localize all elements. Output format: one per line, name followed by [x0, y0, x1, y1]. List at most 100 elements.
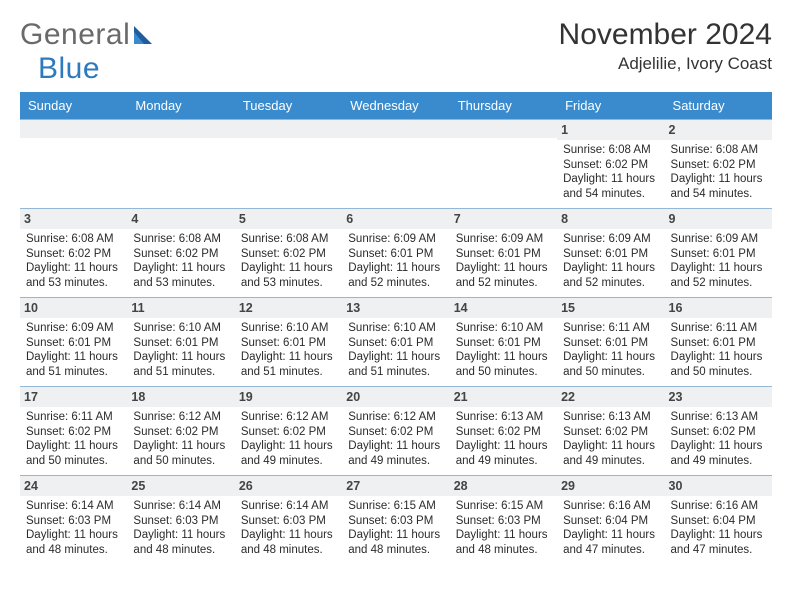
calendar-cell-empty: [235, 120, 342, 209]
location-label: Adjelilie, Ivory Coast: [559, 54, 772, 74]
day-number: 30: [665, 476, 772, 496]
empty-day-band: [127, 120, 234, 138]
day-info: Sunrise: 6:10 AMSunset: 6:01 PMDaylight:…: [241, 321, 336, 380]
calendar-cell: 16 Sunrise: 6:11 AMSunset: 6:01 PMDayligh…: [665, 298, 772, 387]
calendar-table: SundayMondayTuesdayWednesdayThursdayFrid…: [20, 92, 772, 564]
day-info: Sunrise: 6:13 AMSunset: 6:02 PMDaylight:…: [563, 410, 658, 469]
day-number: 15: [557, 298, 664, 318]
day-info: Sunrise: 6:09 AMSunset: 6:01 PMDaylight:…: [563, 232, 658, 291]
calendar-cell: 7 Sunrise: 6:09 AMSunset: 6:01 PMDaylight…: [450, 209, 557, 298]
calendar-cell: 20 Sunrise: 6:12 AMSunset: 6:02 PMDayligh…: [342, 387, 449, 476]
day-info: Sunrise: 6:08 AMSunset: 6:02 PMDaylight:…: [671, 143, 766, 202]
day-number: 23: [665, 387, 772, 407]
day-number: 11: [127, 298, 234, 318]
brand-text: General Blue: [20, 18, 156, 86]
day-number: 27: [342, 476, 449, 496]
day-info: Sunrise: 6:16 AMSunset: 6:04 PMDaylight:…: [563, 499, 658, 558]
day-info: Sunrise: 6:09 AMSunset: 6:01 PMDaylight:…: [456, 232, 551, 291]
calendar-cell: 8 Sunrise: 6:09 AMSunset: 6:01 PMDaylight…: [557, 209, 664, 298]
day-number: 16: [665, 298, 772, 318]
month-title: November 2024: [559, 18, 772, 52]
brand-word1: General: [20, 18, 130, 51]
calendar-cell: 6 Sunrise: 6:09 AMSunset: 6:01 PMDaylight…: [342, 209, 449, 298]
calendar-cell: 26 Sunrise: 6:14 AMSunset: 6:03 PMDayligh…: [235, 476, 342, 565]
calendar-cell: 2 Sunrise: 6:08 AMSunset: 6:02 PMDaylight…: [665, 120, 772, 209]
day-number: 26: [235, 476, 342, 496]
calendar-cell: 12Sunrise: 6:10 AMSunset: 6:01 PMDayligh…: [235, 298, 342, 387]
day-number: 21: [450, 387, 557, 407]
day-info: Sunrise: 6:14 AMSunset: 6:03 PMDaylight:…: [133, 499, 228, 558]
day-info: Sunrise: 6:08 AMSunset: 6:02 PMDaylight:…: [133, 232, 228, 291]
day-info: Sunrise: 6:10 AMSunset: 6:01 PMDaylight:…: [133, 321, 228, 380]
brand-word2: Blue: [38, 52, 100, 85]
calendar-row: 17 Sunrise: 6:11 AMSunset: 6:02 PMDayligh…: [20, 387, 772, 476]
day-info: Sunrise: 6:10 AMSunset: 6:01 PMDaylight:…: [348, 321, 443, 380]
day-header: Wednesday: [342, 92, 449, 120]
calendar-cell: 28Sunrise: 6:15 AMSunset: 6:03 PMDayligh…: [450, 476, 557, 565]
calendar-cell: 1 Sunrise: 6:08 AMSunset: 6:02 PMDaylight…: [557, 120, 664, 209]
calendar-cell: 21 Sunrise: 6:13 AMSunset: 6:02 PMDayligh…: [450, 387, 557, 476]
day-info: Sunrise: 6:08 AMSunset: 6:02 PMDaylight:…: [563, 143, 658, 202]
day-number: 6: [342, 209, 449, 229]
day-number: 4: [127, 209, 234, 229]
empty-day-band: [450, 120, 557, 138]
calendar-row: 24Sunrise: 6:14 AMSunset: 6:03 PMDayligh…: [20, 476, 772, 565]
calendar-cell: 3Sunrise: 6:08 AMSunset: 6:02 PMDaylight…: [20, 209, 127, 298]
day-info: Sunrise: 6:11 AMSunset: 6:01 PMDaylight:…: [563, 321, 658, 380]
calendar-cell: 14 Sunrise: 6:10 AMSunset: 6:01 PMDayligh…: [450, 298, 557, 387]
day-info: Sunrise: 6:12 AMSunset: 6:02 PMDaylight:…: [348, 410, 443, 469]
calendar-cell: 9Sunrise: 6:09 AMSunset: 6:01 PMDaylight…: [665, 209, 772, 298]
sail-icon: [130, 24, 156, 51]
calendar-cell: 17 Sunrise: 6:11 AMSunset: 6:02 PMDayligh…: [20, 387, 127, 476]
calendar-row: 1 Sunrise: 6:08 AMSunset: 6:02 PMDaylight…: [20, 120, 772, 209]
day-info: Sunrise: 6:14 AMSunset: 6:03 PMDaylight:…: [241, 499, 336, 558]
calendar-cell: 22Sunrise: 6:13 AMSunset: 6:02 PMDayligh…: [557, 387, 664, 476]
day-info: Sunrise: 6:09 AMSunset: 6:01 PMDaylight:…: [348, 232, 443, 291]
empty-day-band: [20, 120, 127, 138]
day-number: 29: [557, 476, 664, 496]
day-info: Sunrise: 6:12 AMSunset: 6:02 PMDaylight:…: [241, 410, 336, 469]
calendar-cell: 11 Sunrise: 6:10 AMSunset: 6:01 PMDayligh…: [127, 298, 234, 387]
day-info: Sunrise: 6:12 AMSunset: 6:02 PMDaylight:…: [133, 410, 228, 469]
day-info: Sunrise: 6:10 AMSunset: 6:01 PMDaylight:…: [456, 321, 551, 380]
day-header: Tuesday: [235, 92, 342, 120]
day-header: Sunday: [20, 92, 127, 120]
empty-day-band: [342, 120, 449, 138]
day-number: 19: [235, 387, 342, 407]
calendar-cell-empty: [342, 120, 449, 209]
day-info: Sunrise: 6:15 AMSunset: 6:03 PMDaylight:…: [348, 499, 443, 558]
brand-logo: General Blue: [20, 18, 156, 86]
calendar-cell: 27 Sunrise: 6:15 AMSunset: 6:03 PMDayligh…: [342, 476, 449, 565]
day-header: Thursday: [450, 92, 557, 120]
day-info: Sunrise: 6:09 AMSunset: 6:01 PMDaylight:…: [26, 321, 121, 380]
calendar-cell: 5Sunrise: 6:08 AMSunset: 6:02 PMDaylight…: [235, 209, 342, 298]
day-info: Sunrise: 6:13 AMSunset: 6:02 PMDaylight:…: [456, 410, 551, 469]
day-number: 28: [450, 476, 557, 496]
day-number: 8: [557, 209, 664, 229]
calendar-cell: 10Sunrise: 6:09 AMSunset: 6:01 PMDayligh…: [20, 298, 127, 387]
empty-day-band: [235, 120, 342, 138]
day-info: Sunrise: 6:11 AMSunset: 6:02 PMDaylight:…: [26, 410, 121, 469]
day-info: Sunrise: 6:14 AMSunset: 6:03 PMDaylight:…: [26, 499, 121, 558]
day-info: Sunrise: 6:13 AMSunset: 6:02 PMDaylight:…: [671, 410, 766, 469]
day-number: 14: [450, 298, 557, 318]
day-number: 25: [127, 476, 234, 496]
day-number: 17: [20, 387, 127, 407]
day-number: 1: [557, 120, 664, 140]
calendar-cell: 4 Sunrise: 6:08 AMSunset: 6:02 PMDaylight…: [127, 209, 234, 298]
day-info: Sunrise: 6:11 AMSunset: 6:01 PMDaylight:…: [671, 321, 766, 380]
header: General Blue November 2024 Adjelilie, Iv…: [20, 18, 772, 86]
day-header: Monday: [127, 92, 234, 120]
day-number: 2: [665, 120, 772, 140]
day-info: Sunrise: 6:08 AMSunset: 6:02 PMDaylight:…: [241, 232, 336, 291]
calendar-cell: 24Sunrise: 6:14 AMSunset: 6:03 PMDayligh…: [20, 476, 127, 565]
day-number: 7: [450, 209, 557, 229]
day-number: 13: [342, 298, 449, 318]
calendar-cell-empty: [127, 120, 234, 209]
day-number: 3: [20, 209, 127, 229]
day-info: Sunrise: 6:09 AMSunset: 6:01 PMDaylight:…: [671, 232, 766, 291]
calendar-cell: 18Sunrise: 6:12 AMSunset: 6:02 PMDayligh…: [127, 387, 234, 476]
calendar-cell: 30Sunrise: 6:16 AMSunset: 6:04 PMDayligh…: [665, 476, 772, 565]
day-number: 20: [342, 387, 449, 407]
calendar-cell-empty: [20, 120, 127, 209]
